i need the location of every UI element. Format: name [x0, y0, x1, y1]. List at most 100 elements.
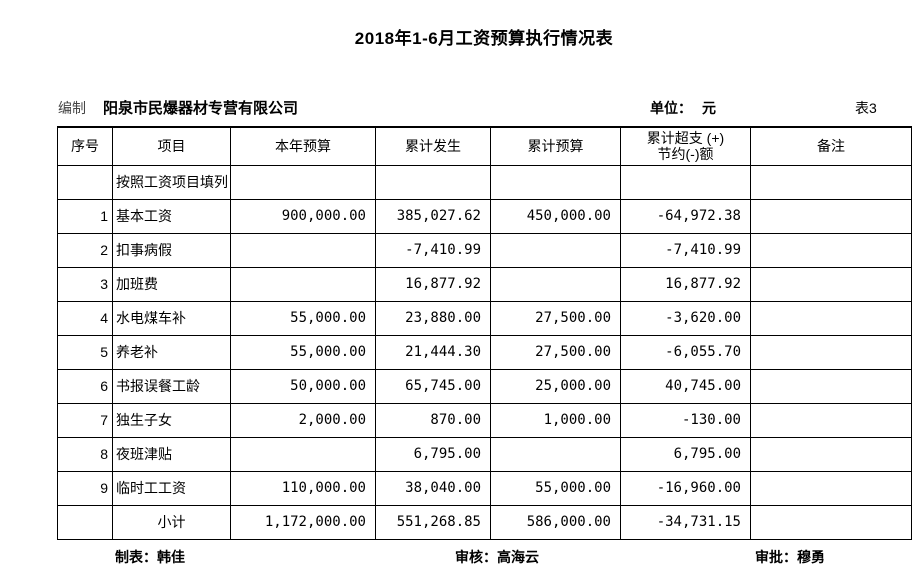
table-header: 序号 项目 本年预算 累计发生 累计预算 累计超支 (+) 节约(-)额 备注 — [57, 126, 912, 166]
footer-approver: 审批：穆勇 — [755, 548, 825, 565]
column-header-item: 项目 — [112, 126, 231, 166]
table-cell: 23,880.00 — [375, 300, 491, 336]
table-cell: 385,027.62 — [375, 198, 491, 234]
table-cell: 21,444.30 — [375, 334, 491, 370]
table-cell: 38,040.00 — [375, 470, 491, 506]
column-header-cumulative-actual: 累计发生 — [375, 126, 491, 166]
table-body: 按照工资项目填列 1 基本工资 900,000.00 385,027.62 450,000… — [57, 164, 912, 540]
table-cell: 2,000.00 — [230, 402, 376, 438]
table-cell: 25,000.00 — [490, 368, 621, 404]
sheet-number: 表3 — [855, 100, 877, 116]
table-cell — [230, 164, 376, 200]
table-cell — [57, 164, 113, 200]
prepared-by-label: 编制 — [58, 100, 86, 116]
table-cell — [490, 232, 621, 268]
report-content: 2018年1-6月工资预算执行情况表 编制 阳泉市民爆器材专营有限公司 单位： 元… — [57, 0, 912, 571]
table-cell: 9 — [57, 470, 113, 506]
table-cell — [750, 334, 912, 370]
table-cell: 5 — [57, 334, 113, 370]
table-row: 6 书报误餐工龄 50,000.00 65,745.00 25,000.00 40,745… — [57, 368, 912, 404]
table-cell: -6,055.70 — [620, 334, 751, 370]
table-cell: 基本工资 — [112, 198, 231, 234]
table-cell: 1 — [57, 198, 113, 234]
table-cell — [750, 198, 912, 234]
page-title: 2018年1-6月工资预算执行情况表 — [354, 29, 614, 48]
table-cell: 小计 — [112, 504, 231, 540]
table-cell: 6,795.00 — [620, 436, 751, 472]
table-cell — [490, 266, 621, 302]
table-cell: -7,410.99 — [620, 232, 751, 268]
table-cell: 加班费 — [112, 266, 231, 302]
table-cell: 7 — [57, 402, 113, 438]
table-cell — [750, 266, 912, 302]
table-cell: 按照工资项目填列 — [112, 164, 231, 200]
table-row: 9 临时工工资 110,000.00 38,040.00 55,000.00 -16,96… — [57, 470, 912, 506]
table-cell — [230, 436, 376, 472]
table-cell — [620, 164, 751, 200]
table-cell: 3 — [57, 266, 113, 302]
table-cell: 1,000.00 — [490, 402, 621, 438]
table-cell — [750, 470, 912, 506]
table-cell: 8 — [57, 436, 113, 472]
table-cell: -7,410.99 — [375, 232, 491, 268]
table-cell: 110,000.00 — [230, 470, 376, 506]
table-cell: 4 — [57, 300, 113, 336]
table-cell: 50,000.00 — [230, 368, 376, 404]
company-name: 阳泉市民爆器材专营有限公司 — [103, 100, 299, 117]
column-header-seq: 序号 — [57, 126, 113, 166]
table-cell — [750, 164, 912, 200]
table-cell: 1,172,000.00 — [230, 504, 376, 540]
signature-row: 制表：韩佳 审核：高海云 审批：穆勇 — [57, 547, 911, 571]
table-cell: 65,745.00 — [375, 368, 491, 404]
table-cell: 900,000.00 — [230, 198, 376, 234]
table-cell: 870.00 — [375, 402, 491, 438]
table-cell: 水电煤车补 — [112, 300, 231, 336]
table-cell — [57, 504, 113, 540]
table-cell — [490, 436, 621, 472]
table-cell — [230, 266, 376, 302]
table-cell: 养老补 — [112, 334, 231, 370]
table-row: 2 扣事病假 -7,410.99 -7,410.99 — [57, 232, 912, 268]
table-cell: 55,000.00 — [490, 470, 621, 506]
column-header-remarks: 备注 — [750, 126, 912, 166]
table-row: 3 加班费 16,877.92 16,877.92 — [57, 266, 912, 302]
report-meta-row: 编制 阳泉市民爆器材专营有限公司 单位： 元 表3 — [57, 98, 911, 126]
table-cell — [750, 402, 912, 438]
table-row: 4 水电煤车补 55,000.00 23,880.00 27,500.00 -3,620.… — [57, 300, 912, 336]
table-cell: -34,731.15 — [620, 504, 751, 540]
unit-value: 元 — [702, 100, 716, 116]
table-cell: 40,745.00 — [620, 368, 751, 404]
column-header-overspend-savings: 累计超支 (+) 节约(-)额 — [620, 126, 751, 166]
table-cell: 450,000.00 — [490, 198, 621, 234]
column-header-cumulative-budget: 累计预算 — [490, 126, 621, 166]
column-header-annual-budget: 本年预算 — [230, 126, 376, 166]
table-row: 按照工资项目填列 — [57, 164, 912, 200]
table-cell: 27,500.00 — [490, 334, 621, 370]
unit-field: 单位： 元 — [650, 98, 716, 118]
table-cell: -64,972.38 — [620, 198, 751, 234]
table-cell — [750, 232, 912, 268]
table-row: 7 独生子女 2,000.00 870.00 1,000.00 -130.00 — [57, 402, 912, 438]
unit-label: 单位： — [650, 100, 692, 116]
table-cell: 独生子女 — [112, 402, 231, 438]
budget-table: 序号 项目 本年预算 累计发生 累计预算 累计超支 (+) 节约(-)额 备注 … — [57, 126, 912, 540]
table-row: 1 基本工资 900,000.00 385,027.62 450,000.00 -64,9… — [57, 198, 912, 234]
table-row: 8 夜班津贴 6,795.00 6,795.00 — [57, 436, 912, 472]
table-cell: 6 — [57, 368, 113, 404]
table-cell: 27,500.00 — [490, 300, 621, 336]
table-row: 小计 1,172,000.00 551,268.85 586,000.00 -34,73… — [57, 504, 912, 540]
table-cell: -3,620.00 — [620, 300, 751, 336]
table-cell: 551,268.85 — [375, 504, 491, 540]
table-cell — [750, 436, 912, 472]
table-cell — [490, 164, 621, 200]
footer-tabulator: 制表：韩佳 — [115, 548, 185, 565]
table-cell: 书报误餐工龄 — [112, 368, 231, 404]
table-cell — [375, 164, 491, 200]
table-cell: 16,877.92 — [375, 266, 491, 302]
table-cell: 临时工工资 — [112, 470, 231, 506]
table-cell: -130.00 — [620, 402, 751, 438]
table-cell: 16,877.92 — [620, 266, 751, 302]
footer-reviewer: 审核：高海云 — [455, 548, 539, 565]
table-cell: 6,795.00 — [375, 436, 491, 472]
